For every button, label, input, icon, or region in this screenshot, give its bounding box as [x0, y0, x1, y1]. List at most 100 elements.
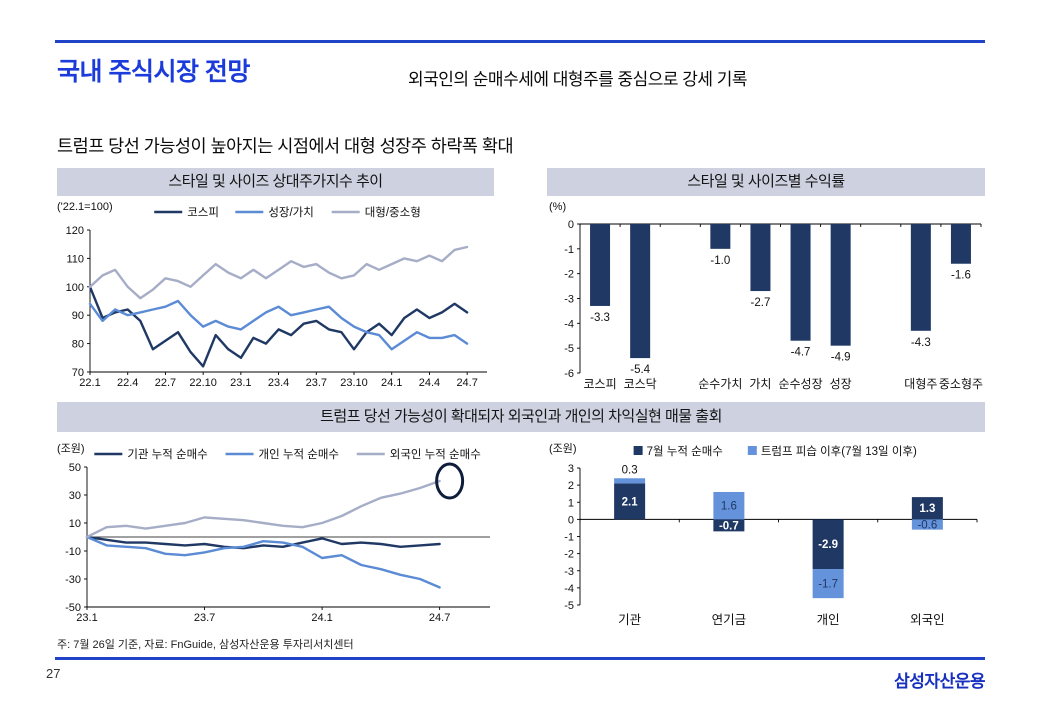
legend-label: 트럼프 피습 이후(7월 13일 이후): [761, 444, 917, 458]
category-label: 외국인: [910, 613, 945, 627]
segment-value-label: -2.9: [818, 539, 838, 551]
y-tick-label: -50: [65, 602, 81, 614]
y-tick-label: 80: [72, 339, 84, 351]
bar-value-label: -2.7: [751, 297, 771, 309]
y-tick-label: -5: [564, 343, 574, 355]
legend-label: 개인 누적 순매수: [259, 448, 339, 461]
stacked-bar-segment-1: [911, 497, 943, 520]
category-label: 성장: [830, 377, 852, 391]
stacked-bar-segment-1: [812, 519, 844, 570]
y-tick-label: 120: [66, 225, 84, 237]
y-tick-label: -30: [65, 574, 81, 586]
chart-july-net-buy: (조원) 7월 누적 순매수 트럼프 피습 이후(7월 13일 이후) 3 2 1 0 -1 -…: [549, 442, 978, 627]
x-tick-label: 22.10: [189, 377, 217, 389]
unit-label: ('22.1=100): [57, 201, 113, 213]
segment-value-label: -0.7: [719, 520, 739, 532]
chart-style-size-index-trend: ('22.1=100) 코스피 성장/가치 대형/중소형 120 110 100 90 80 70…: [57, 201, 487, 389]
bar: [630, 224, 651, 359]
y-tick-label: -2: [564, 549, 574, 561]
section-heading: 트럼프 당선 가능성이 높아지는 시점에서 대형 성장주 하락폭 확대: [57, 136, 514, 156]
highlight-circle-annotation: [435, 462, 465, 500]
unit-label: (조원): [57, 442, 85, 455]
bar-value-label: -1.0: [710, 255, 730, 267]
y-tick-label: 3: [568, 463, 574, 475]
y-tick-label: 110: [66, 253, 84, 265]
category-label: 코스피: [583, 377, 616, 391]
stacked-bar-segment-2: [812, 569, 844, 599]
bar: [590, 224, 611, 306]
bar: [750, 224, 771, 292]
segment-value-label: -1.7: [818, 579, 838, 591]
legend-square-swatch: [747, 446, 757, 455]
y-tick-label: -3: [564, 566, 574, 578]
legend-label: 대형/중소형: [365, 206, 421, 219]
category-label: 중소형주: [939, 377, 983, 391]
category-label: 순수성장: [778, 377, 822, 391]
bar: [950, 224, 971, 264]
legend-label: 외국인 누적 순매수: [390, 448, 481, 461]
legend-label: 7월 누적 순매수: [647, 445, 723, 458]
y-tick-label: -3: [564, 294, 574, 306]
unit-label: (조원): [549, 442, 577, 455]
panel-header-style-returns: 스타일 및 사이즈별 수익률: [547, 168, 985, 196]
segment-value-label: 2.1: [622, 496, 639, 508]
x-tick-label: 24.4: [419, 377, 440, 389]
x-tick-label: 23.1: [76, 612, 97, 624]
y-tick-label: 0: [568, 219, 574, 231]
bar-value-label: -3.3: [590, 312, 610, 324]
bar-value-label: -4.7: [791, 347, 811, 359]
bar: [710, 224, 731, 249]
x-tick-label: 23.1: [230, 377, 251, 389]
y-tick-label: 30: [69, 490, 81, 502]
x-tick-label: 23.4: [268, 377, 289, 389]
x-tick-label: 23.7: [194, 612, 215, 624]
y-tick-label: 2: [568, 480, 574, 492]
y-tick-label: -6: [564, 368, 574, 380]
category-label: 코스닥: [624, 377, 657, 391]
x-tick-label: 23.10: [340, 377, 368, 389]
series-line: [88, 285, 469, 368]
stacked-bar-segment-2: [614, 478, 646, 484]
y-tick-label: 70: [72, 367, 84, 379]
chart-cumulative-net-buy: (조원) 기관 누적 순매수 개인 누적 순매수 외국인 누적 순매수 50 30 10 -1…: [57, 442, 490, 624]
legend-label: 성장/가치: [268, 206, 314, 219]
x-tick-label: 24.1: [311, 612, 332, 624]
bar: [790, 224, 811, 341]
bar: [910, 224, 931, 331]
x-tick-label: 24.7: [456, 377, 477, 389]
brand-logo: 삼성자산운용: [894, 672, 985, 691]
bottom-rule: [55, 657, 985, 660]
x-tick-label: 24.7: [429, 612, 450, 624]
y-tick-label: 0: [568, 514, 574, 526]
bar: [830, 224, 851, 346]
bar-value-label: -4.3: [911, 337, 931, 349]
category-label: 대형주: [904, 377, 937, 391]
series-line: [85, 479, 441, 539]
page-title: 국내 주식시장 전망: [57, 58, 250, 86]
legend-label: 기관 누적 순매수: [127, 448, 207, 461]
segment-value-label: 0.3: [622, 464, 638, 476]
y-tick-label: -2: [564, 269, 574, 281]
y-tick-label: -1: [564, 532, 574, 544]
x-tick-label: 24.1: [381, 377, 402, 389]
y-tick-label: -1: [564, 244, 574, 256]
category-label: 가치: [749, 377, 771, 391]
x-tick-label: 23.7: [306, 377, 327, 389]
stacked-bar-segment-1: [713, 519, 745, 532]
x-tick-label: 22.7: [155, 377, 176, 389]
category-label: 개인: [817, 613, 840, 627]
x-tick-label: 22.1: [79, 377, 100, 389]
series-line: [88, 299, 469, 351]
stacked-bar-segment-1: [614, 483, 646, 520]
footnote: 주: 7월 26일 기준, 자료: FnGuide, 삼성자산운용 투자리서치센…: [57, 639, 354, 651]
bar-value-label: -4.9: [831, 352, 851, 364]
series-line: [85, 535, 441, 589]
series-line: [88, 245, 469, 300]
y-tick-label: -5: [564, 600, 574, 612]
bar-value-label: -5.4: [630, 364, 650, 376]
series-line: [85, 535, 441, 550]
legend-label: 코스피: [187, 206, 219, 219]
stacked-bar-segment-2: [713, 491, 745, 520]
unit-label: (%): [549, 201, 566, 213]
